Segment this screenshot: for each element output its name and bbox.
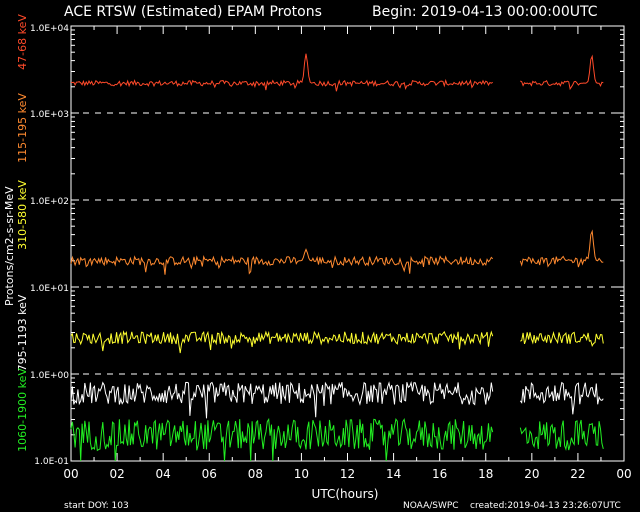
y-tick-label: 1.0E-01 [34,457,69,467]
series-line [519,229,604,268]
x-tick-label: 16 [432,467,447,481]
legend: 47-68 keV 115-195 keV 310-580 keV 795-1193 … [16,14,29,452]
y-tick-label: 1.0E+00 [30,371,69,381]
x-tick-label: 14 [386,467,401,481]
y-tick-labels: 1.0E-01 1.0E+00 1.0E+01 1.0E+02 1.0E+03 1.0E+… [30,24,69,467]
y-axis-label: Protons/cm2-s-sr-MeV [3,186,16,306]
x-tick-label: 08 [248,467,263,481]
x-tick-label: 20 [524,467,539,481]
legend-entry: 310-580 keV [16,180,29,250]
x-tick-label: 00 [63,467,78,481]
legend-entry: 115-195 keV [16,93,29,163]
x-tick-label: 10 [294,467,309,481]
legend-entry: 47-68 keV [16,14,29,70]
y-tick-label: 1.0E+03 [30,110,69,120]
x-tick-label: 22 [570,467,585,481]
start-doy: start DOY: 103 [64,501,129,511]
x-tick-label: 04 [156,467,171,481]
y-tick-label: 1.0E+02 [30,197,69,207]
x-tick-label: 06 [202,467,217,481]
series-line [520,330,604,347]
x-tick-label: 18 [478,467,493,481]
chart-title: ACE RTSW (Estimated) EPAM Protons [64,4,322,20]
grid-lines [70,25,625,462]
x-tick-labels: 00 02 04 06 08 10 12 14 16 18 20 22 00 [63,467,631,481]
x-tick-label: 02 [109,467,124,481]
y-tick-label: 1.0E+01 [30,284,69,294]
series-line [70,248,494,275]
series-lines [70,53,604,462]
legend-entry: 1060-1900 keV [16,368,29,452]
series-line [520,54,604,91]
begin-label: Begin: 2019-04-13 00:00:00UTC [372,4,598,20]
x-tick-label: 12 [340,467,355,481]
created-timestamp: created:2019-04-13 23:26:07UTC [470,501,621,511]
series-line [70,53,493,92]
source-label: NOAA/SWPC [403,501,459,511]
legend-entry: 795-1193 keV [16,294,29,371]
x-tick-label: 00 [616,467,631,481]
x-axis-label: UTC(hours) [312,487,379,501]
series-line [70,330,494,354]
y-tick-label: 1.0E+04 [30,24,69,34]
series-line [70,417,494,462]
series-line [519,419,604,452]
series-line [70,380,494,419]
series-line [519,381,604,415]
